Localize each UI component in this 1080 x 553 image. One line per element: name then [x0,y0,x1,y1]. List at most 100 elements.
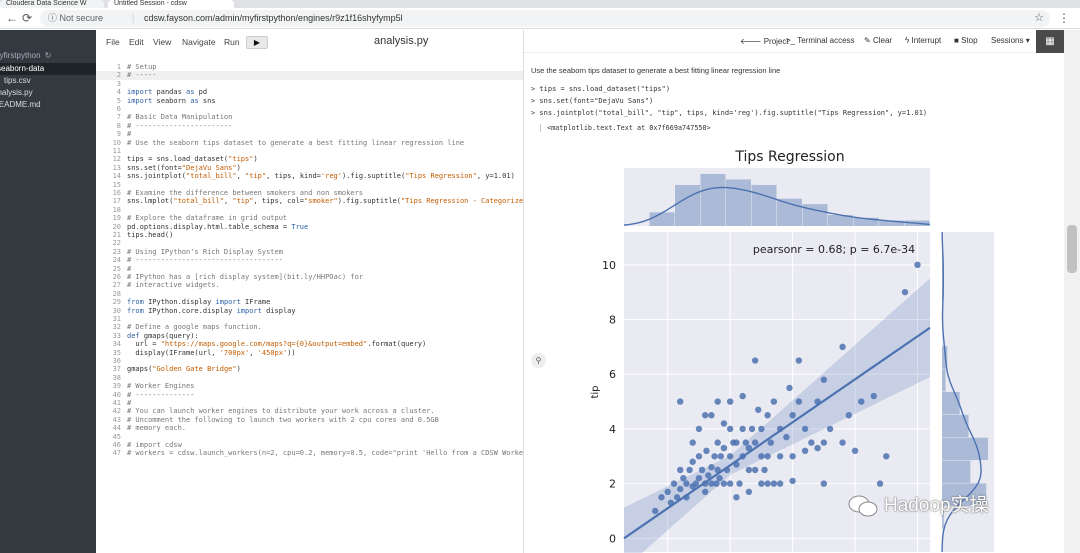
interrupt-button[interactable]: ϟ Interrupt [905,36,942,45]
url-box[interactable]: ⓘ Not secure | cdsw.fayson.com/admin/myf… [40,10,1050,27]
code-line[interactable]: 20 pd.options.display.html.table_schema =… [112,222,309,231]
menu-view[interactable]: View [153,37,172,47]
scatter-point [820,480,828,487]
scatter-point [689,458,696,465]
code-line[interactable]: 43 # Uncomment the following to launch tw… [112,415,439,424]
code-line[interactable]: 16 # Examine the difference between smoke… [112,189,364,197]
code-line[interactable]: 23 # Using IPython's Rich Display System [112,247,283,256]
scatter-point [839,439,846,446]
sidebar-item-analysis-py[interactable]: analysis.py [0,88,33,97]
scroll-thumb[interactable] [1067,225,1077,273]
code-line[interactable]: 30 from IPython.core.display import displ… [112,306,296,315]
code-line[interactable]: 26 # IPython has a [rich display system](… [112,273,364,281]
scatter-point [713,480,720,487]
code-line[interactable]: 15 [112,180,121,189]
bookmark-star-icon[interactable]: ☆ [1034,12,1044,24]
back-icon[interactable]: ← [6,11,18,25]
scatter-point [764,412,771,419]
scatter-point [733,439,740,446]
code-line[interactable]: 2 # ----- [96,71,523,80]
console-command: > sns.set(font="DejaVu Sans") [531,97,654,105]
url-text[interactable]: cdsw.fayson.com/admin/myfirstpython/engi… [144,13,403,23]
hist-bar [942,369,946,392]
menu-run[interactable]: Run [224,37,240,47]
pearson-annotation: pearsonr = 0.68; p = 6.7e-34 [753,243,915,256]
code-line[interactable]: 28 [112,289,121,298]
refresh-icon[interactable]: ↻ [44,51,52,60]
code-line[interactable]: 4 import pandas as pd [116,88,208,97]
project-button[interactable]: 🡐 Project [740,37,789,46]
menu-navigate[interactable]: Navigate [182,37,216,47]
scatter-point [733,494,740,501]
code-line[interactable]: 34 url = "https://maps.google.com/maps?q… [112,340,427,349]
link-icon[interactable]: ⚲ [531,353,546,368]
stop-button[interactable]: ■ Stop [954,36,978,45]
code-line[interactable]: 41 # [112,399,132,407]
code-line[interactable]: 7 # Basic Data Manipulation [116,113,233,122]
code-line[interactable]: 11 [112,147,121,155]
not-secure-label[interactable]: ⓘ Not secure [48,13,104,23]
code-line[interactable]: 38 [112,373,121,382]
code-line[interactable]: 24 # ----------------------------------- [112,256,283,265]
code-line[interactable]: 1 # Setup [116,63,157,71]
code-line[interactable]: 25 # [112,264,132,273]
code-line[interactable]: 27 # interactive widgets. [112,281,220,290]
code-line[interactable]: 3 [116,79,121,88]
y-tick-label: 2 [609,478,616,491]
code-line[interactable]: 42 # You can launch worker engines to dis… [112,407,435,416]
run-button[interactable]: ▶ [246,36,268,49]
browser-tab-1[interactable]: Untitled Session - cdsw [108,0,234,8]
scatter-point [883,453,890,460]
code-line[interactable]: 32 # Define a google maps function. [112,323,262,332]
clear-button[interactable]: ✎ Clear [864,36,893,45]
sidebar-item-readme[interactable]: README.md [0,100,41,109]
code-line[interactable]: 21 tips.head() [112,231,174,239]
browser-menu-icon[interactable]: ⋮ [1058,11,1070,25]
code-line[interactable]: 14 sns.jointplot("total_bill", "tip", tip… [112,172,515,181]
hist-bar [942,506,944,529]
sidebar-item-tips-csv[interactable]: tips.csv [4,76,31,85]
code-line[interactable]: 45 [112,432,121,441]
code-line[interactable]: 36 [112,357,121,365]
y-tick-label: 0 [609,532,616,545]
code-line[interactable]: 9 # [116,130,132,139]
scatter-point [677,466,684,474]
code-line[interactable]: 39 # Worker Engines [112,382,195,391]
y-tick-label: 8 [609,314,616,327]
code-line[interactable]: 10 # Use the seaborn tips dataset to gene… [112,138,465,147]
code-line[interactable]: 8 # ----------------------- [116,121,233,130]
scatter-point [826,425,834,433]
code-line[interactable]: 44 # memory each. [112,424,187,433]
code-line[interactable]: 6 [116,105,121,113]
sidebar-item-seaborn-data[interactable]: seaborn-data [0,63,96,75]
scatter-point [692,480,700,487]
grid-menu-icon[interactable]: ▦ [1036,30,1064,53]
code-line[interactable]: 29 from IPython.display import IFrame [112,298,271,307]
code-line[interactable]: 19 # Explore the dataframe in grid output [112,214,288,223]
code-line[interactable]: 22 [112,239,121,248]
menu-file[interactable]: File [106,37,120,47]
code-line[interactable]: 18 [112,205,121,214]
scatter-point [726,425,734,433]
code-line[interactable]: 37 gmaps("Golden Gate Bridge") [112,365,241,374]
scatter-point [901,288,909,296]
code-line[interactable]: 46 # import cdsw [112,441,182,449]
code-line[interactable]: 5 import seaborn as sns [116,96,216,105]
terminal-access-button[interactable]: >_ Terminal access [786,36,855,45]
scatter-point [876,480,884,487]
code-line[interactable]: 35 display(IFrame(url, '700px', '450px')… [112,348,296,357]
code-line[interactable]: 47 # workers = cdsw.launch_workers(n=2, c… [112,449,524,458]
sessions-button[interactable]: Sessions ▾ [991,36,1030,45]
project-name: myfirstpython↻ [0,51,52,60]
console-scrollbar[interactable] [1064,30,1080,553]
browser-tab-0[interactable]: Cloudera Data Science W [0,0,104,8]
code-line[interactable]: 17 sns.lmplot("total_bill", "tip", tips, … [112,197,524,206]
code-line[interactable]: 31 [112,315,121,323]
code-line[interactable]: 40 # -------------- [112,390,195,399]
scatter-point [670,480,678,487]
code-line[interactable]: 33 def gmaps(query): [112,331,199,340]
code-line[interactable]: 13 sns.set(font="DejaVu Sans") [112,163,241,172]
code-line[interactable]: 12 tips = sns.load_dataset("tips") [112,155,258,164]
reload-icon[interactable]: ⟳ [22,11,33,25]
menu-edit[interactable]: Edit [129,37,144,47]
